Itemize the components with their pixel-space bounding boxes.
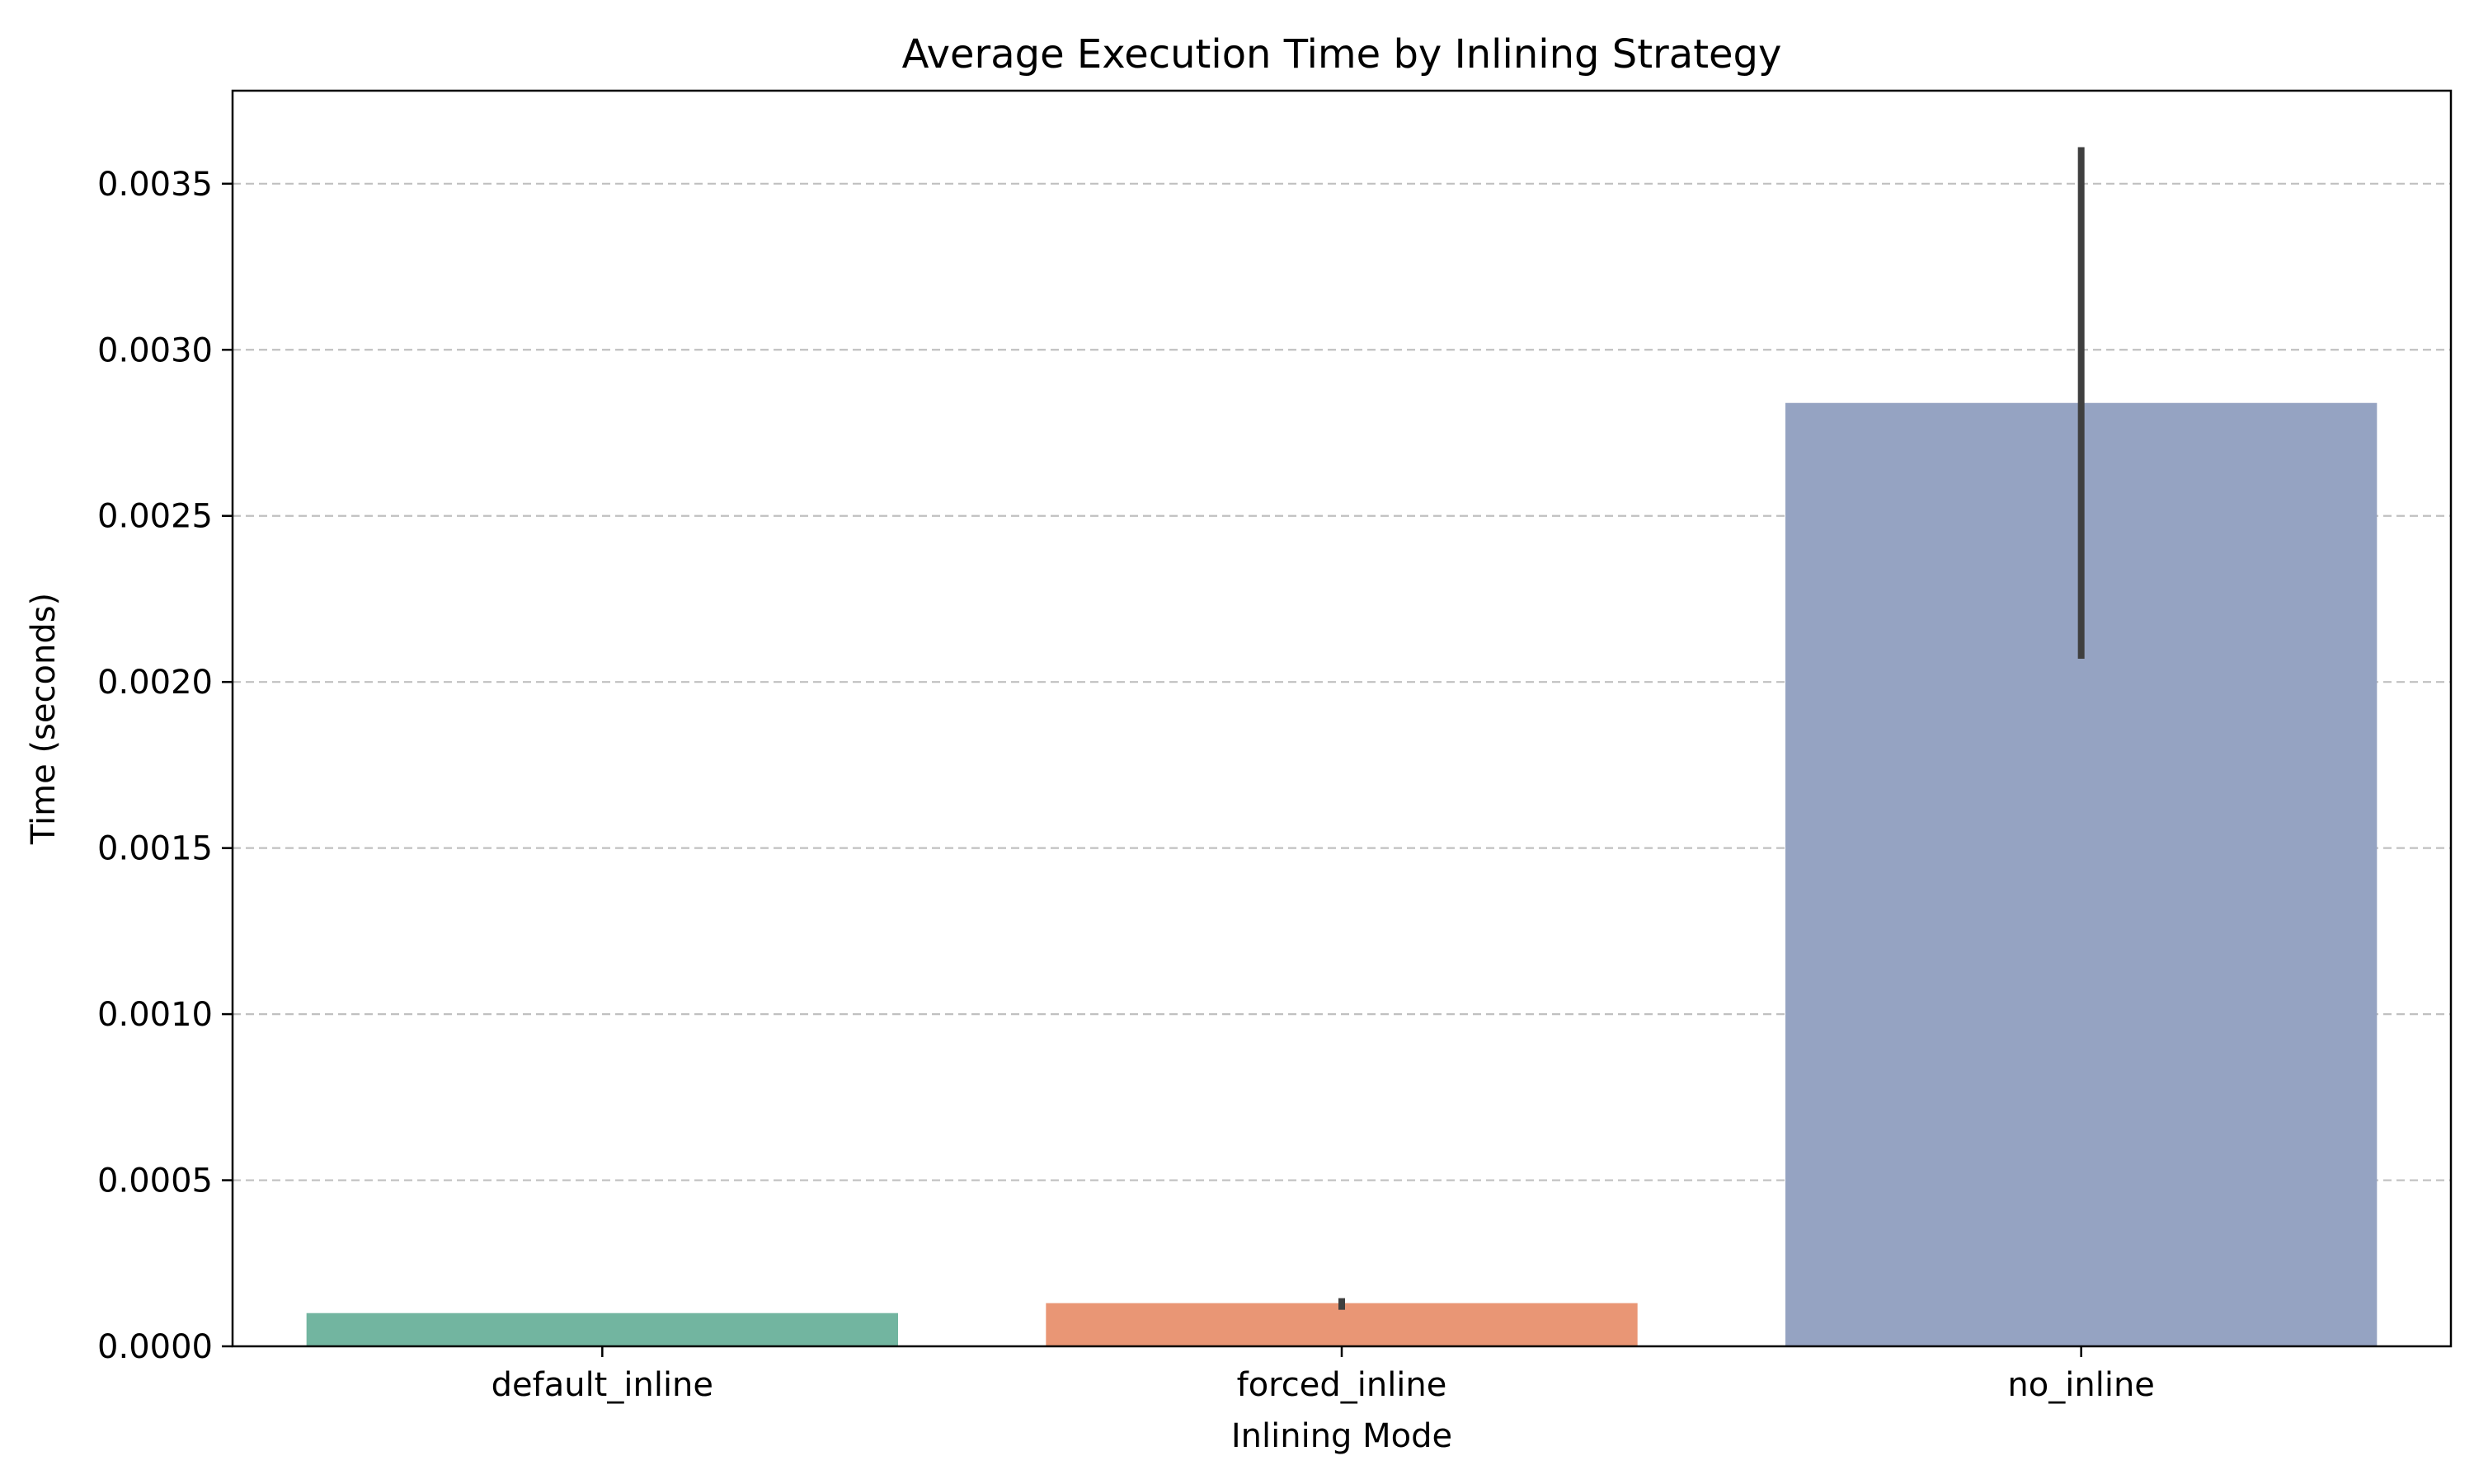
- y-tick-label: 0.0035: [97, 166, 213, 204]
- x-tick-label: no_inline: [2007, 1366, 2154, 1404]
- bar-default-inline: [306, 1313, 899, 1346]
- y-tick-label: 0.0000: [97, 1328, 213, 1366]
- error-bars: [1338, 147, 2085, 1310]
- y-tick-label: 0.0015: [97, 830, 213, 868]
- x-axis-label: Inlining Mode: [1231, 1417, 1452, 1455]
- y-tick-label: 0.0010: [97, 996, 213, 1034]
- x-tick-label: forced_inline: [1237, 1366, 1447, 1404]
- bars: [306, 402, 2378, 1346]
- y-tick-label: 0.0025: [97, 498, 213, 536]
- x-tick-label: default_inline: [492, 1366, 713, 1404]
- chart-title: Average Execution Time by Inlining Strat…: [902, 31, 1782, 77]
- y-tick-label: 0.0020: [97, 664, 213, 702]
- y-tick-label: 0.0030: [97, 331, 213, 369]
- x-axis-ticks: default_inline forced_inline no_inline: [492, 1346, 2155, 1404]
- bar-forced-inline: [1046, 1303, 1638, 1346]
- y-tick-label: 0.0005: [97, 1162, 213, 1200]
- y-axis-label: Time (seconds): [25, 593, 63, 845]
- y-axis-ticks: 0.0000 0.0005 0.0010 0.0015 0.0020 0.0025 0.00…: [97, 166, 233, 1366]
